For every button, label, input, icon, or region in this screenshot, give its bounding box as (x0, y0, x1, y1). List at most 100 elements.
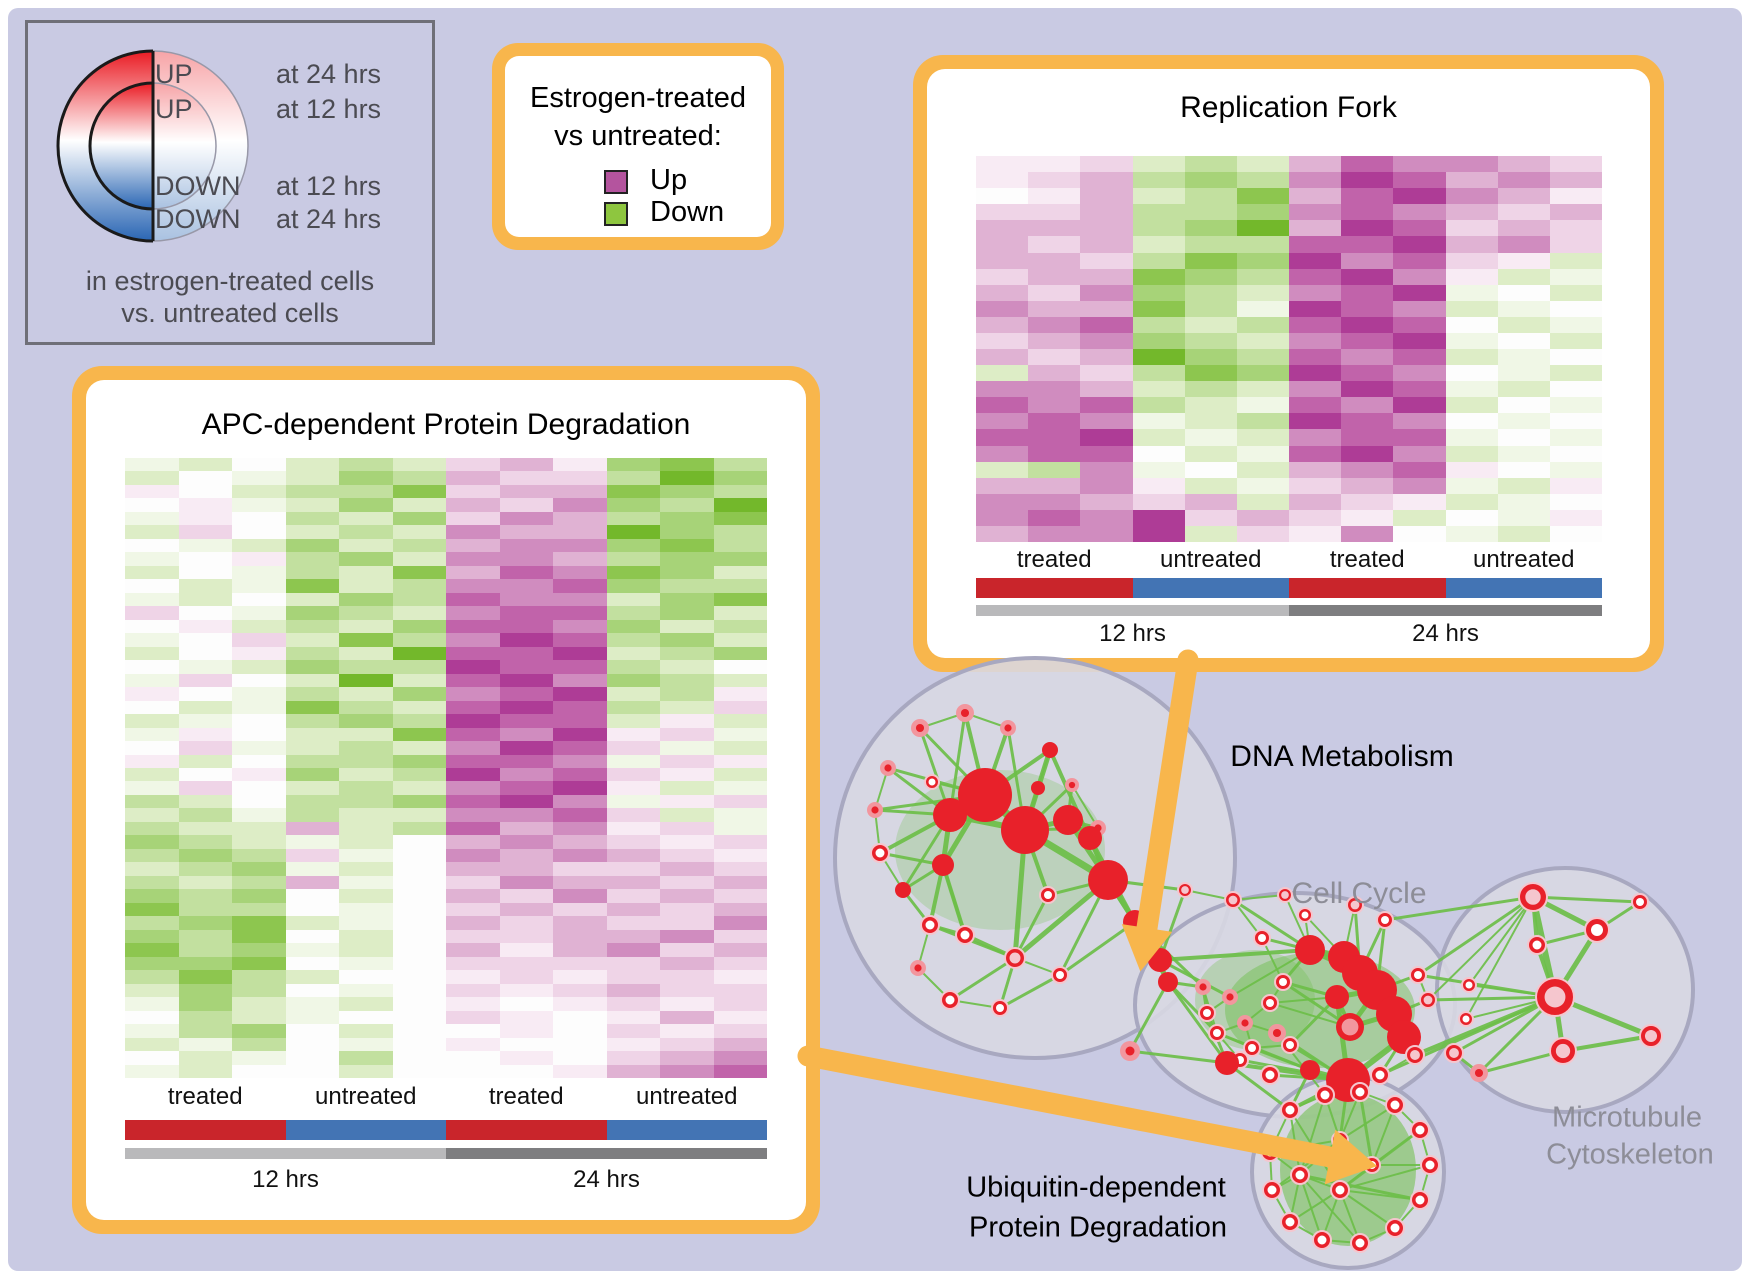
heatmap-cell (1549, 397, 1602, 414)
heatmap-cell (660, 943, 714, 957)
heatmap-cell (1497, 284, 1550, 301)
heatmap-cell (976, 220, 1029, 237)
heatmap-cell (232, 579, 286, 593)
heatmap-cell (976, 316, 1029, 333)
heatmap-cell (1445, 445, 1498, 462)
heatmap-cell (339, 606, 393, 620)
heatmap-cell (1080, 316, 1133, 333)
heatmap-cell (553, 956, 607, 971)
heatmap-cell (285, 889, 339, 903)
heatmap-cell (1393, 268, 1446, 285)
heatmap-cell (1132, 509, 1185, 526)
heatmap-cell (1341, 429, 1394, 446)
heatmap-cell (499, 848, 553, 863)
heatmap-cell (392, 1010, 446, 1025)
heatmap-cell (125, 889, 179, 903)
heatmap-cell (713, 484, 767, 499)
heatmap-cell (446, 1037, 500, 1052)
heatmap-cell (1445, 300, 1498, 317)
heatmap-cell (1028, 445, 1081, 462)
heatmap-cell (1184, 525, 1237, 542)
heatmap-cell (125, 835, 179, 849)
heatmap-cell (1497, 220, 1550, 237)
heatmap-cell (1445, 365, 1498, 382)
heatmap-cell (1184, 252, 1237, 269)
heatmap-cell (660, 741, 714, 755)
heatmap-cell (1549, 156, 1602, 173)
heatmap-cell (446, 821, 500, 836)
heatmap-cell (553, 1010, 607, 1025)
heatmap-cell (553, 808, 607, 822)
heatmap-cell (660, 808, 714, 822)
heatmap-cell (392, 956, 446, 971)
heatmap-cell (339, 579, 393, 593)
heatmap-cell (499, 606, 553, 620)
heatmap-cell (553, 525, 607, 539)
heatmap-cell (499, 821, 553, 836)
heatmap-cell (446, 916, 500, 930)
heatmap-cell (976, 365, 1029, 382)
heatmap-cell (1393, 172, 1446, 189)
heatmap-cell (178, 848, 232, 863)
heatmap-cell (339, 673, 393, 688)
heatmap-cell (553, 970, 607, 984)
heatmap-cell (339, 821, 393, 836)
heatmap-cell (285, 821, 339, 836)
heatmap-cell (125, 538, 179, 553)
heatmap-cell (976, 236, 1029, 253)
heatmap-cell (285, 1024, 339, 1038)
heatmap-cell (339, 458, 393, 472)
heatmap-cell (232, 687, 286, 701)
heatmap-cell (660, 768, 714, 782)
heatmap-cell (392, 619, 446, 634)
heatmap-cell (606, 687, 660, 701)
heatmap-cell (392, 983, 446, 998)
heatmap-cell (446, 592, 500, 607)
heatmap-cell (232, 916, 286, 930)
heatmap-cell (1497, 268, 1550, 285)
heatmap-cell (1184, 381, 1237, 398)
heatmap-cell (606, 552, 660, 566)
heatmap-cell (232, 1051, 286, 1065)
heatmap-cell (1080, 381, 1133, 398)
heatmap-cell (1445, 172, 1498, 189)
heatmap-cell (1549, 365, 1602, 382)
heatmap-cell (339, 714, 393, 728)
heatmap-cell (232, 848, 286, 863)
heatmap-cell (446, 781, 500, 795)
heatmap-cell (1445, 429, 1498, 446)
up-24-direction: UP (155, 59, 193, 89)
heatmap-cell (976, 172, 1029, 189)
heatmap-cell (1080, 461, 1133, 478)
treated-bar-segment (1289, 578, 1446, 598)
heatmap-cell (232, 835, 286, 849)
heatmap-cell (446, 714, 500, 728)
heatmap-cell (232, 875, 286, 890)
heatmap-cell (976, 493, 1029, 510)
heatmap-cell (1080, 188, 1133, 205)
heatmap-cell (232, 768, 286, 782)
heatmap-cell (339, 552, 393, 566)
heatmap-cell (553, 727, 607, 742)
heatmap-cell (499, 619, 553, 634)
heatmap-cell (1341, 413, 1394, 430)
heatmap-cell (232, 862, 286, 876)
heatmap-cell (1236, 381, 1289, 398)
heatmap-cell (1393, 445, 1446, 462)
heatmap-cell (660, 1037, 714, 1052)
heatmap-cell (339, 741, 393, 755)
untreated-bar-segment (1445, 578, 1602, 598)
heatmap-cell (125, 579, 179, 593)
heatmap-cell (660, 875, 714, 890)
heatmap-cell (285, 848, 339, 863)
heatmap-cell (392, 835, 446, 849)
heatmap-cell (446, 700, 500, 715)
heatmap-cell (606, 1064, 660, 1078)
heatmap-cell (446, 808, 500, 822)
heatmap-cell (1080, 509, 1133, 526)
heatmap-cell (660, 579, 714, 593)
heatmap-cell (1445, 477, 1498, 494)
heatmap-cell (178, 956, 232, 971)
heatmap-cell (606, 781, 660, 795)
